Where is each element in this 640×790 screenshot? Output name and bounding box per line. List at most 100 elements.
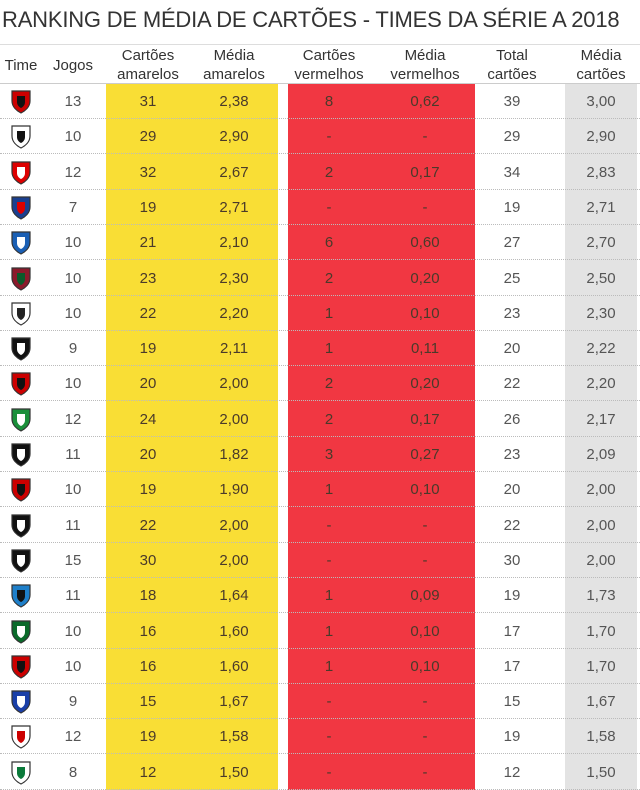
table-row: 15 30 2,00 - - 30 2,00 [0, 543, 640, 578]
header-cartoes-vermelhos: Cartões vermelhos [294, 47, 364, 83]
table-row: 10 20 2,00 2 0,20 22 2,20 [0, 366, 640, 402]
header-media-vermelhos: Média vermelhos [390, 47, 460, 83]
cell-ca: 24 [139, 410, 157, 428]
cell-mc: 1,70 [586, 657, 616, 675]
cell-cv: 2 [324, 375, 334, 393]
cell-j: 12 [64, 163, 82, 181]
cell-ca: 16 [139, 657, 157, 675]
cell-ca: 31 [139, 93, 157, 110]
cell-mv: 0,10 [410, 481, 440, 499]
cell-tc: 15 [503, 693, 521, 711]
table-header: Time Jogos Cartões amarelos Média amarel… [0, 44, 640, 84]
cell-mv: - [422, 763, 428, 781]
cell-j: 10 [64, 304, 82, 322]
cell-cv: 1 [324, 304, 334, 322]
cell-mc: 1,70 [586, 622, 616, 640]
cell-tc: 17 [503, 622, 521, 640]
cell-j: 9 [68, 340, 78, 358]
cell-mc: 1,67 [586, 693, 616, 711]
cell-ca: 30 [139, 551, 157, 569]
cell-mv: 0,20 [410, 375, 440, 393]
cell-ca: 16 [139, 622, 157, 640]
gremio-crest-icon [11, 584, 31, 608]
cell-mv: 0,11 [410, 340, 440, 358]
cell-j: 12 [64, 728, 82, 746]
cell-mv: 0,10 [410, 657, 440, 675]
cell-tc: 20 [503, 340, 521, 358]
cell-tc: 22 [503, 516, 521, 534]
cell-ma: 2,90 [219, 128, 249, 146]
table-row: 10 29 2,90 - - 29 2,90 [0, 119, 640, 155]
cell-cv: 2 [324, 269, 334, 287]
cell-ma: 1,60 [219, 622, 249, 640]
cell-j: 7 [68, 198, 78, 216]
cell-j: 10 [64, 481, 82, 499]
cell-mc: 2,00 [586, 551, 616, 569]
cell-j: 8 [68, 763, 78, 781]
cell-cv: - [326, 693, 332, 711]
cell-mc: 1,73 [586, 587, 616, 605]
cell-mv: - [422, 516, 428, 534]
table-row: 9 19 2,11 1 0,11 20 2,22 [0, 331, 640, 367]
cell-mv: - [422, 728, 428, 746]
cell-ca: 29 [139, 128, 157, 146]
table-row: 10 22 2,20 1 0,10 23 2,30 [0, 296, 640, 331]
cell-ca: 19 [139, 481, 157, 499]
table-row: 11 20 1,82 3 0,27 23 2,09 [0, 437, 640, 472]
cell-ma: 1,90 [219, 481, 249, 499]
table-row: 9 15 1,67 - - 15 1,67 [0, 684, 640, 720]
cell-tc: 34 [503, 163, 521, 181]
fluminense-crest-icon [11, 266, 31, 291]
cell-mv: - [422, 128, 428, 146]
table-row: 10 16 1,60 1 0,10 17 1,70 [0, 649, 640, 684]
cell-mv: 0,17 [410, 163, 440, 181]
cell-tc: 27 [503, 234, 521, 252]
sao-paulo-crest-icon [11, 725, 31, 750]
cell-cv: 1 [324, 657, 334, 675]
table-row: 11 18 1,64 1 0,09 19 1,73 [0, 578, 640, 614]
table-row: 7 19 2,71 - - 19 2,71 [0, 190, 640, 225]
cell-mc: 2,50 [586, 269, 616, 287]
cell-cv: 3 [324, 446, 334, 463]
table-row: 13 31 2,38 8 0,62 39 3,00 [0, 84, 640, 119]
header-media-cartoes: Média cartões [576, 47, 626, 83]
botafogo-crest-icon [11, 337, 31, 361]
cruzeiro-crest-icon [11, 690, 31, 714]
cell-ca: 32 [139, 163, 157, 181]
cell-mc: 2,71 [586, 198, 616, 216]
cell-tc: 20 [503, 481, 521, 499]
cell-ma: 1,58 [219, 728, 249, 746]
bahia-crest-icon [11, 231, 31, 255]
cell-cv: 6 [324, 234, 334, 252]
cell-ca: 19 [139, 728, 157, 746]
cell-mc: 2,00 [586, 516, 616, 534]
cell-ma: 1,67 [219, 693, 249, 711]
santos-crest-icon [11, 125, 31, 149]
cell-mc: 2,20 [586, 375, 616, 393]
cell-mv: 0,10 [410, 622, 440, 640]
cell-ca: 21 [139, 234, 157, 252]
cell-ma: 1,60 [219, 657, 249, 675]
cell-cv: 1 [324, 481, 334, 499]
cell-mc: 2,09 [586, 446, 616, 463]
cell-j: 15 [64, 551, 82, 569]
header-cartoes-amarelos: Cartões amarelos [117, 47, 179, 83]
cell-mv: 0,27 [410, 446, 440, 463]
cell-cv: - [326, 763, 332, 781]
cell-mc: 2,90 [586, 128, 616, 146]
table-row: 12 24 2,00 2 0,17 26 2,17 [0, 402, 640, 437]
cell-tc: 29 [503, 128, 521, 146]
cell-cv: - [326, 516, 332, 534]
cell-j: 10 [64, 657, 82, 675]
page-title: RANKING DE MÉDIA DE CARTÕES - TIMES DA S… [2, 7, 620, 32]
cell-ca: 22 [139, 516, 157, 534]
parana-crest-icon [11, 196, 31, 220]
cell-ma: 1,64 [219, 587, 249, 605]
cell-cv: 1 [324, 587, 334, 605]
cell-mv: 0,60 [410, 234, 440, 252]
cell-mv: - [422, 198, 428, 216]
cell-ca: 20 [139, 446, 157, 463]
cell-ca: 19 [139, 198, 157, 216]
cell-ma: 1,50 [219, 763, 249, 781]
cell-j: 10 [64, 128, 82, 146]
